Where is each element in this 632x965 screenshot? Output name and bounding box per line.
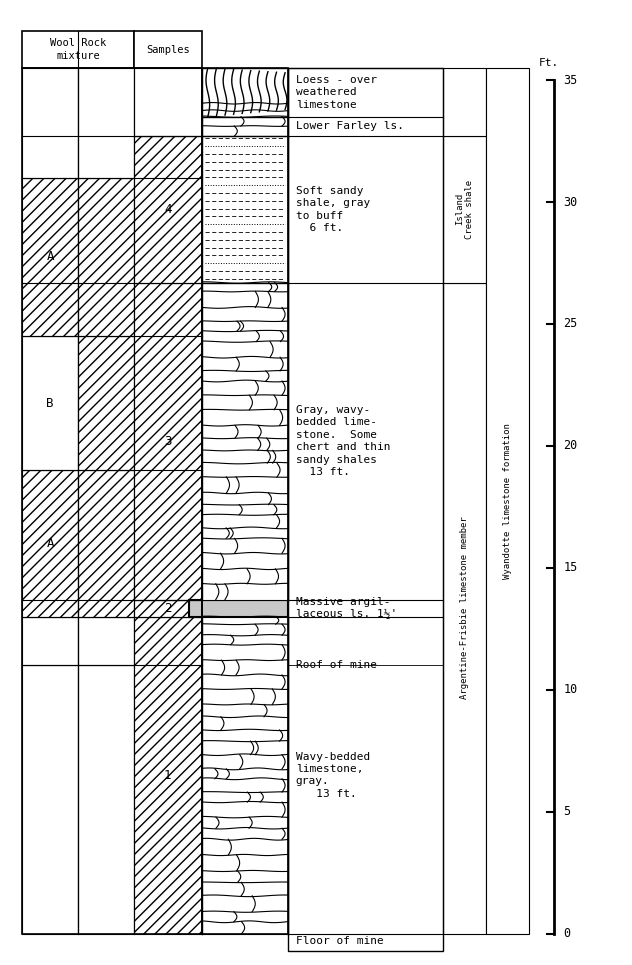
Bar: [442, 136, 486, 283]
Text: 20: 20: [563, 439, 578, 453]
Bar: [133, 68, 202, 136]
Text: 4: 4: [164, 203, 171, 216]
Bar: [190, 599, 288, 617]
Text: Floor of mine: Floor of mine: [296, 936, 384, 946]
Bar: [22, 68, 202, 934]
Bar: [78, 470, 133, 617]
Bar: [133, 617, 202, 934]
Text: 2: 2: [164, 601, 171, 615]
Bar: [22, 470, 78, 617]
Bar: [202, 68, 288, 117]
Bar: [202, 617, 288, 934]
Text: 1: 1: [164, 769, 171, 782]
Bar: [22, 666, 78, 934]
Text: Island
Creek shale: Island Creek shale: [454, 179, 474, 239]
Text: 0: 0: [563, 927, 570, 940]
Bar: [22, 68, 78, 178]
Text: Gray, wavy-
bedded lime-
stone.  Some
chert and thin
sandy shales
  13 ft.: Gray, wavy- bedded lime- stone. Some che…: [296, 405, 390, 477]
Bar: [78, 617, 133, 666]
Bar: [486, 68, 529, 934]
Text: Samples: Samples: [146, 44, 190, 55]
Bar: [202, 68, 288, 934]
Bar: [22, 336, 78, 470]
Text: 10: 10: [563, 683, 578, 697]
Bar: [133, 599, 202, 617]
Bar: [22, 31, 133, 68]
Bar: [22, 178, 78, 336]
Bar: [22, 617, 78, 666]
Text: B: B: [47, 397, 54, 410]
Text: 15: 15: [563, 562, 578, 574]
Text: Ft.: Ft.: [539, 58, 559, 69]
Text: Soft sandy
shale, gray
to buff
  6 ft.: Soft sandy shale, gray to buff 6 ft.: [296, 185, 370, 233]
Text: A: A: [47, 250, 54, 263]
Text: 3: 3: [164, 434, 171, 448]
Bar: [78, 336, 133, 470]
Bar: [442, 68, 486, 136]
Text: Roof of mine: Roof of mine: [296, 660, 377, 671]
Text: Wyandotte limestone formation: Wyandotte limestone formation: [503, 423, 512, 579]
Text: Wavy-bedded
limestone,
gray.
   13 ft.: Wavy-bedded limestone, gray. 13 ft.: [296, 752, 370, 799]
Text: Wool Rock
mixture: Wool Rock mixture: [50, 38, 106, 61]
Bar: [288, 68, 442, 951]
Text: 35: 35: [563, 73, 578, 87]
Bar: [78, 68, 133, 178]
Text: Massive argil-
laceous ls. 1½': Massive argil- laceous ls. 1½': [296, 597, 397, 620]
Text: 5: 5: [563, 805, 570, 818]
Bar: [202, 136, 288, 283]
Bar: [442, 283, 486, 934]
Text: Lower Farley ls.: Lower Farley ls.: [296, 122, 404, 131]
Text: Argentine-Frisbie limestone member: Argentine-Frisbie limestone member: [460, 516, 469, 700]
Text: Loess - over
weathered
limestone: Loess - over weathered limestone: [296, 75, 377, 110]
Text: 25: 25: [563, 317, 578, 330]
Bar: [202, 283, 288, 599]
Bar: [133, 136, 202, 283]
Bar: [133, 31, 202, 68]
Bar: [78, 178, 133, 336]
Bar: [78, 666, 133, 934]
Bar: [133, 283, 202, 599]
Text: 30: 30: [563, 196, 578, 208]
Text: A: A: [47, 537, 54, 550]
